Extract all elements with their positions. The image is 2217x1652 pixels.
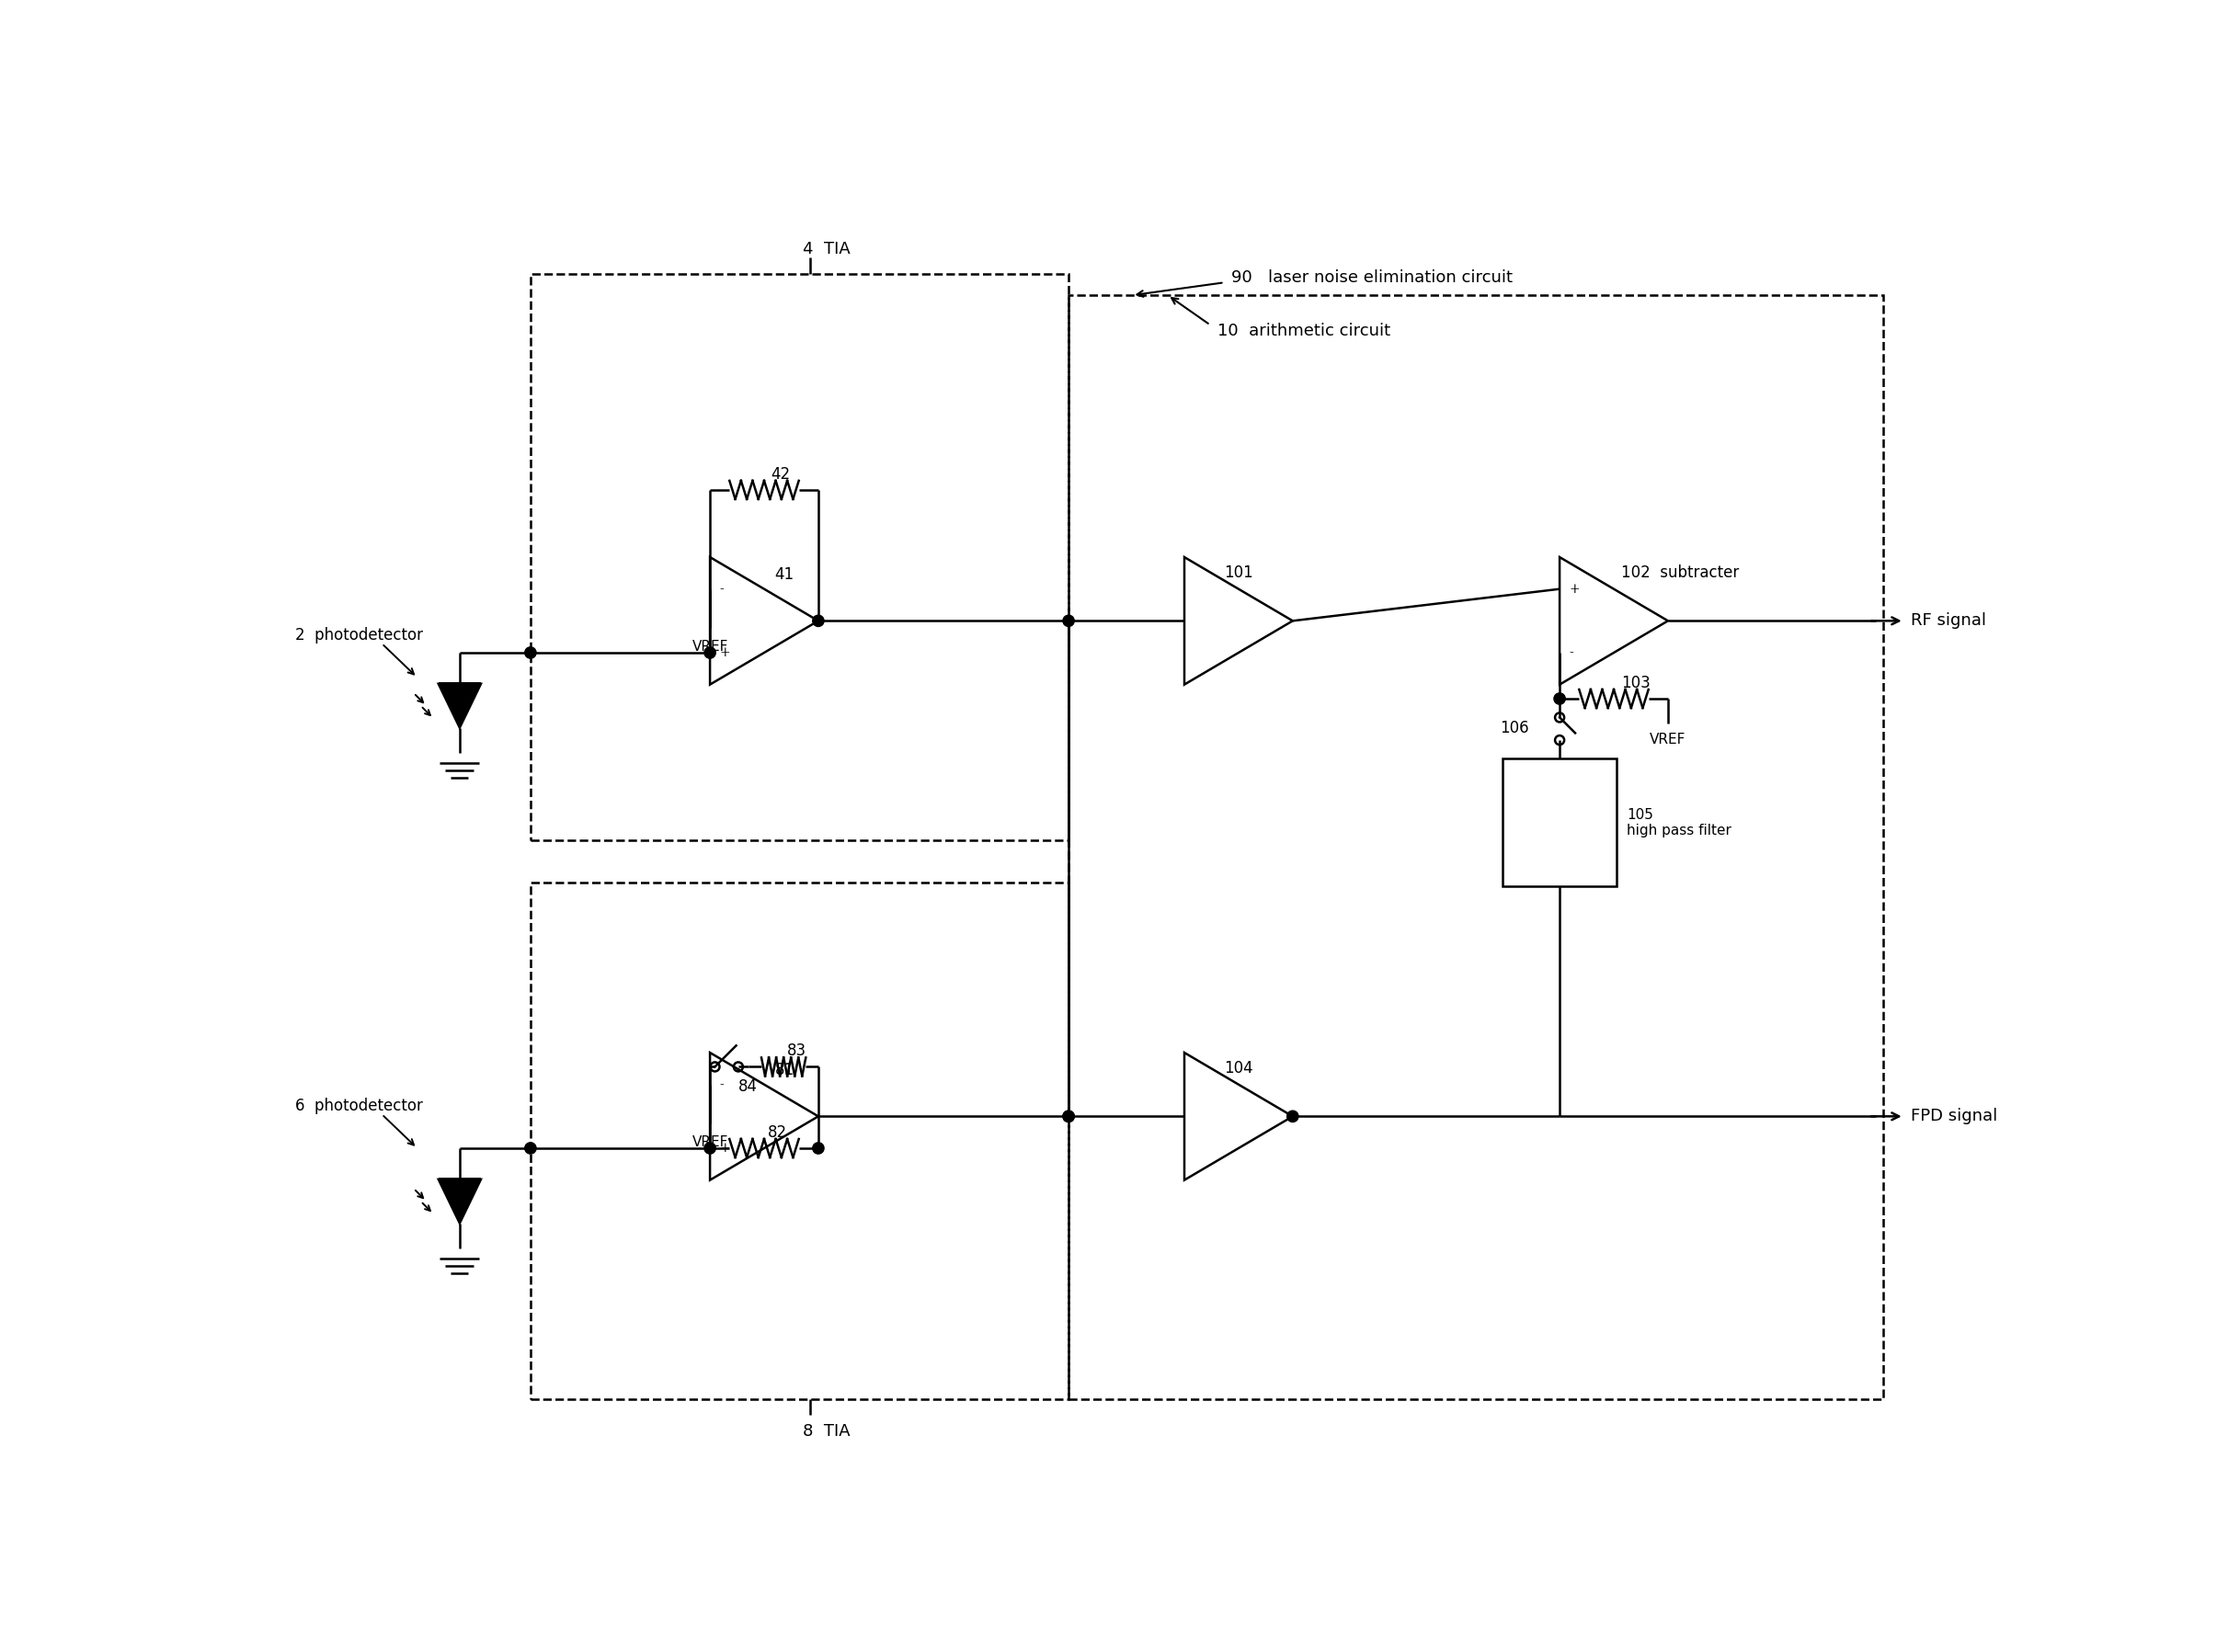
Text: 82: 82 (767, 1125, 787, 1142)
Bar (530, 274, 1069, 841)
Text: 4  TIA: 4 TIA (803, 241, 851, 258)
Text: RF signal: RF signal (1911, 613, 1986, 629)
Text: 104: 104 (1224, 1061, 1253, 1077)
Bar (1503, 758, 1616, 885)
Text: VREF: VREF (1649, 733, 1687, 747)
Text: 8  TIA: 8 TIA (803, 1422, 851, 1439)
Text: 106: 106 (1499, 720, 1528, 737)
Text: -: - (718, 1079, 723, 1090)
Circle shape (1062, 1110, 1075, 1122)
Text: FPD signal: FPD signal (1911, 1108, 1998, 1125)
Polygon shape (439, 1180, 481, 1222)
Circle shape (1288, 1110, 1299, 1122)
Text: 84: 84 (738, 1079, 758, 1095)
Text: +: + (718, 646, 729, 659)
Text: VREF: VREF (692, 639, 727, 654)
Text: 81: 81 (774, 1062, 794, 1079)
Text: 41: 41 (774, 567, 794, 583)
Circle shape (1062, 1110, 1075, 1122)
Text: 83: 83 (787, 1042, 807, 1059)
Text: -: - (1570, 646, 1574, 659)
Bar (530, 882, 1069, 1399)
Circle shape (705, 648, 716, 659)
Circle shape (1062, 615, 1075, 626)
Circle shape (525, 648, 537, 659)
Text: 101: 101 (1224, 565, 1253, 582)
Bar (1069, 296, 1882, 1399)
Text: +: + (718, 1142, 729, 1155)
Text: 103: 103 (1621, 676, 1649, 692)
Circle shape (814, 1143, 825, 1153)
Text: +: + (1570, 583, 1579, 595)
Circle shape (525, 1143, 537, 1153)
Text: 102  subtracter: 102 subtracter (1621, 565, 1738, 582)
Polygon shape (439, 684, 481, 729)
Circle shape (1554, 694, 1565, 704)
Text: 10  arithmetic circuit: 10 arithmetic circuit (1217, 322, 1390, 339)
Circle shape (705, 1143, 716, 1153)
Text: 42: 42 (772, 466, 791, 482)
Text: 90   laser noise elimination circuit: 90 laser noise elimination circuit (1230, 269, 1512, 286)
Text: 2  photodetector: 2 photodetector (295, 626, 423, 643)
Text: VREF: VREF (692, 1135, 727, 1150)
Circle shape (814, 615, 825, 626)
Text: 6  photodetector: 6 photodetector (295, 1097, 423, 1113)
Text: -: - (718, 583, 723, 595)
Text: 105
high pass filter: 105 high pass filter (1627, 808, 1731, 838)
